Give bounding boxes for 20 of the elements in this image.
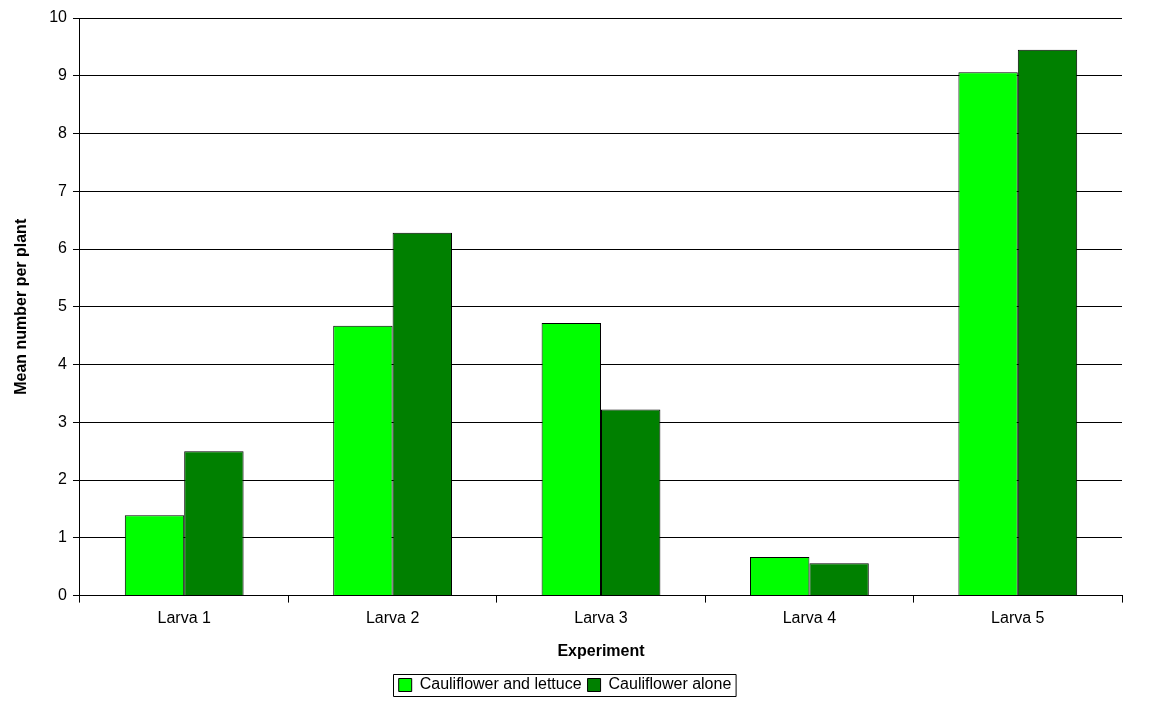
x-tick-label: Larva 2 <box>365 608 420 626</box>
y-tick-label: 0 <box>58 586 68 604</box>
y-tick-label: 9 <box>58 66 68 84</box>
y-tick-label: 6 <box>58 239 68 257</box>
y-tick-label: 10 <box>49 8 68 26</box>
y-tick-label: 8 <box>58 123 68 141</box>
y-axis-title: Mean number per plant <box>12 218 30 395</box>
legend-label: Cauliflower and lettuce <box>419 675 582 693</box>
x-tick-label: Larva 3 <box>574 608 628 626</box>
y-tick-label: 7 <box>58 181 68 199</box>
legend-label: Cauliflower alone <box>608 675 732 693</box>
y-tick-label: 4 <box>58 354 68 372</box>
y-tick-label: 1 <box>58 528 68 546</box>
x-axis-title: Experiment <box>557 641 646 659</box>
y-tick-label: 3 <box>58 412 68 430</box>
y-tick-label: 5 <box>58 297 68 315</box>
x-tick-label: Larva 5 <box>991 608 1045 626</box>
x-tick-label: Larva 1 <box>157 608 211 626</box>
x-tick-label: Larva 4 <box>782 608 837 626</box>
y-tick-label: 2 <box>58 470 68 488</box>
